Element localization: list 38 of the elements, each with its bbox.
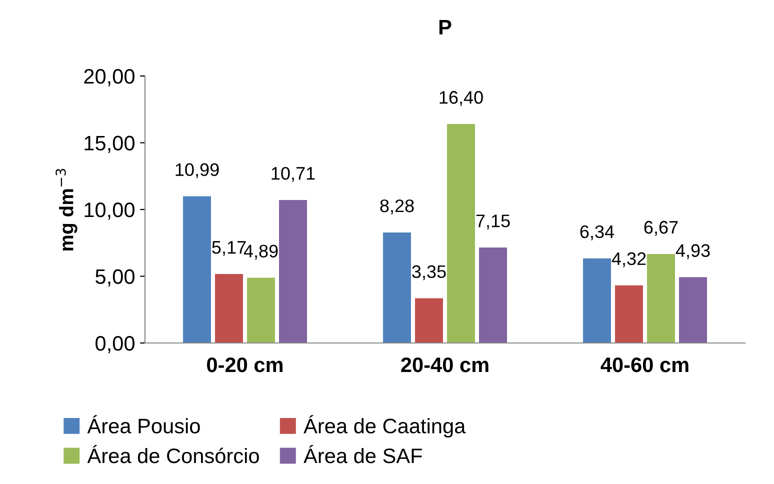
- y-tick-label: 15,00: [84, 136, 134, 153]
- data-label: 7,15: [476, 214, 510, 230]
- chart-title: P: [439, 20, 452, 34]
- legend-label: Área de Caatinga: [304, 415, 466, 438]
- y-tick-label: 5,00: [96, 269, 134, 286]
- bar: [647, 254, 675, 343]
- y-tick-label: 20,00: [84, 69, 134, 86]
- data-label: 6,34: [580, 225, 614, 240]
- data-label: 4,89: [244, 244, 278, 260]
- bar: [447, 124, 475, 343]
- bar: [183, 196, 211, 343]
- bar: [415, 298, 443, 343]
- x-tick-label: 0-20 cm: [207, 357, 283, 372]
- x-tick-label: 40-60 cm: [600, 357, 688, 372]
- data-label: 4,93: [676, 244, 710, 260]
- bar: [615, 285, 643, 343]
- legend-label: Área de Consórcio: [87, 444, 259, 464]
- data-label: 6,67: [644, 220, 678, 236]
- legend-label: Área de SAF: [304, 444, 422, 464]
- data-label: 10,99: [176, 163, 219, 178]
- bar: [583, 258, 611, 343]
- bar: [383, 232, 411, 343]
- data-label: 16,40: [440, 91, 483, 106]
- bar: [479, 248, 507, 343]
- data-label: 10,71: [272, 167, 315, 182]
- bar: [279, 200, 307, 343]
- data-label: 5,17: [212, 241, 246, 256]
- data-label: 8,28: [380, 199, 414, 214]
- y-tick-label: 0,00: [96, 336, 134, 354]
- data-label: 4,32: [612, 252, 646, 268]
- y-tick-label: 10,00: [84, 202, 134, 220]
- y-axis-title: mg dm$^{−3}$: [56, 168, 78, 251]
- bar: [679, 277, 707, 343]
- data-label: 3,35: [412, 265, 446, 280]
- legend-label: Área Pousio: [87, 415, 200, 434]
- bar: [215, 274, 243, 343]
- bar: [247, 278, 275, 343]
- x-tick-label: 20-40 cm: [401, 357, 488, 372]
